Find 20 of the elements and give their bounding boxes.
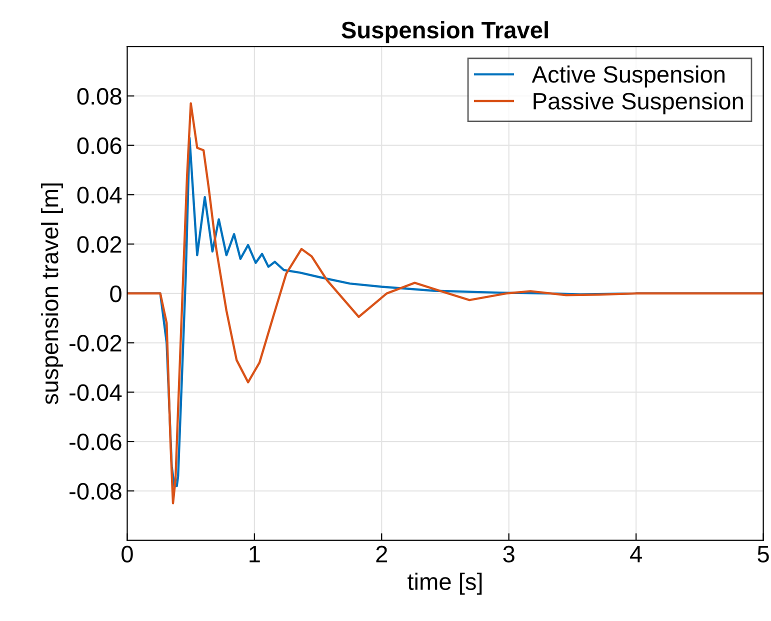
chart-title: Suspension Travel bbox=[342, 21, 548, 44]
y-tick-label: -0.02 bbox=[70, 334, 122, 352]
x-tick-label: 2 bbox=[376, 546, 388, 562]
y-tick-label: 0.04 bbox=[77, 186, 122, 204]
x-tick-label: 0 bbox=[122, 546, 133, 562]
y-tick-label: 0.08 bbox=[77, 88, 122, 105]
y-tick-label: 0 bbox=[110, 285, 122, 302]
x-tick-label: 4 bbox=[630, 546, 642, 562]
y-tick-label: 0.06 bbox=[77, 137, 122, 154]
x-tick-label: 5 bbox=[758, 546, 769, 562]
y-tick-label: -0.04 bbox=[70, 384, 122, 401]
x-tick-label: 3 bbox=[503, 546, 514, 562]
y-tick-label: 0.02 bbox=[77, 236, 122, 253]
x-tick-label: 1 bbox=[250, 546, 260, 562]
y-tick-label: -0.08 bbox=[70, 482, 122, 500]
legend-label: Active Suspension bbox=[532, 65, 724, 88]
x-axis-title: time [s] bbox=[408, 572, 482, 595]
y-axis-title: suspension travel [m] bbox=[40, 184, 63, 404]
legend-label: Passive Suspension bbox=[534, 92, 743, 114]
y-tick-label: -0.06 bbox=[70, 434, 122, 450]
